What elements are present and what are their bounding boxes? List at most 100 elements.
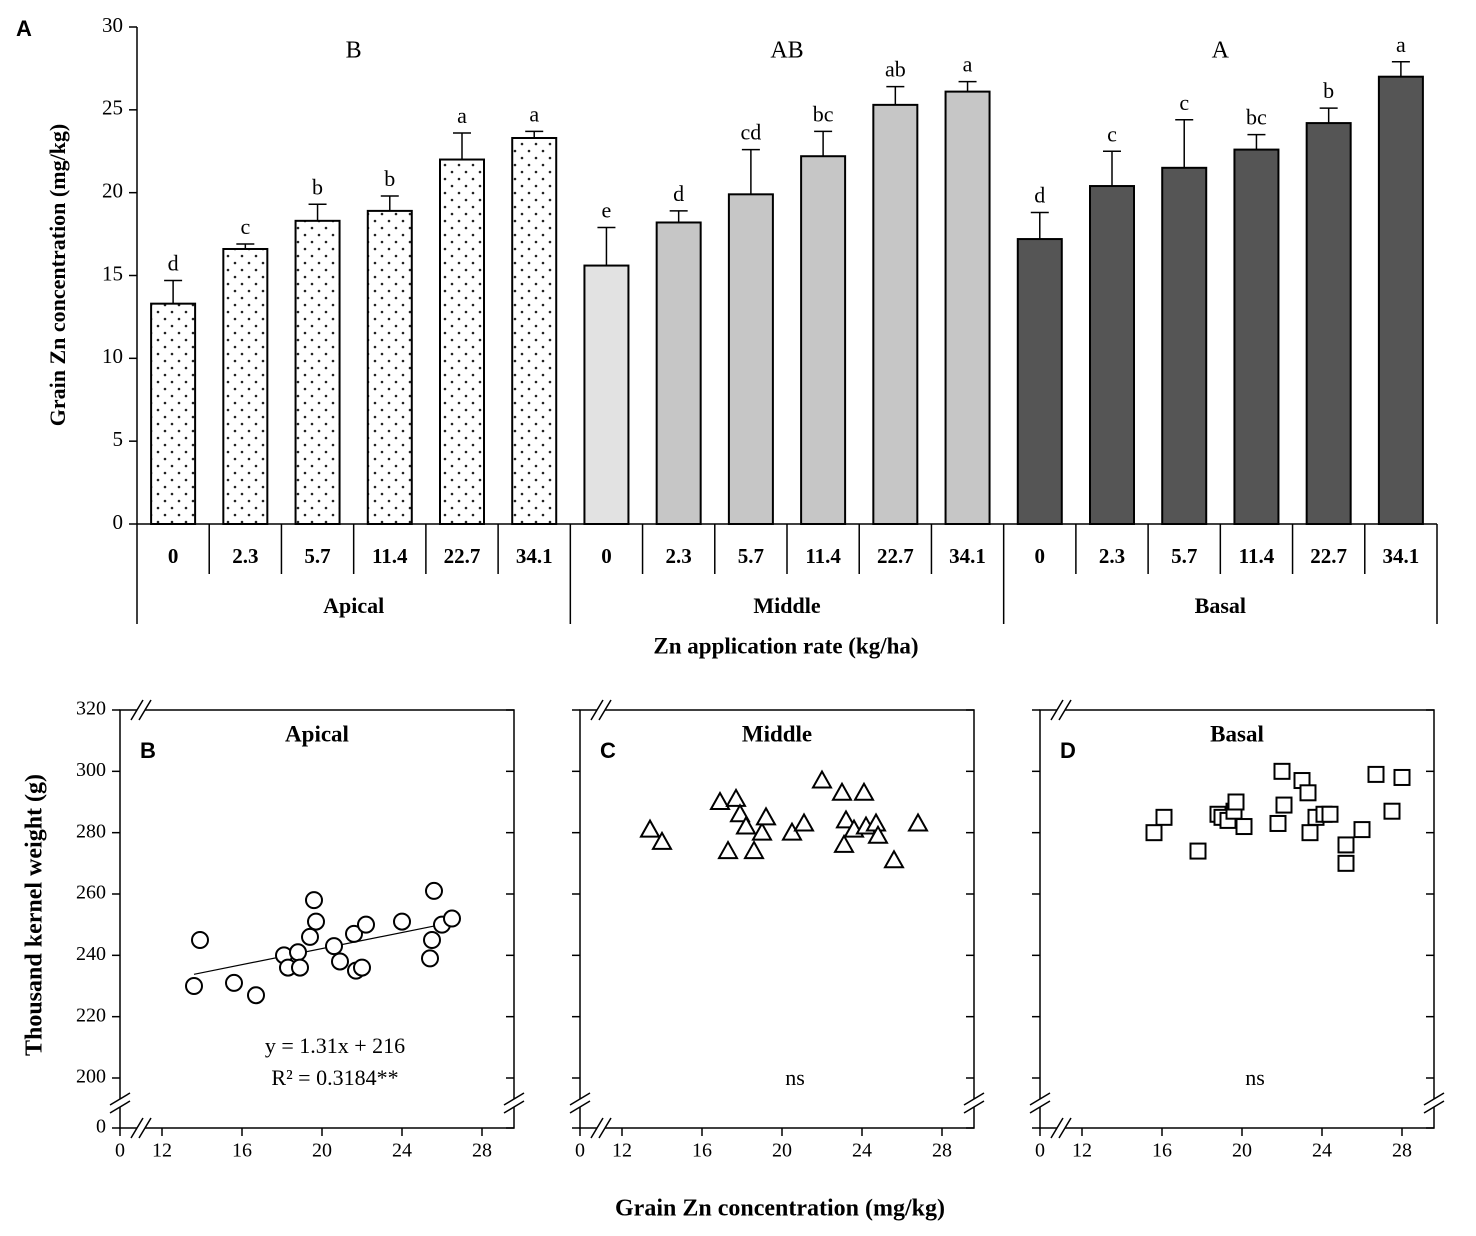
x-tick-label: 5.7: [304, 544, 330, 568]
significance-letter: b: [384, 166, 395, 191]
x-tick-label: 22.7: [1310, 544, 1347, 568]
bar: [294, 219, 341, 526]
marker: [751, 821, 773, 841]
axis-break: [503, 1100, 525, 1114]
bar: [366, 209, 413, 525]
marker: [729, 803, 751, 823]
axis-break-gap: [137, 1122, 145, 1134]
marker: [811, 769, 833, 789]
marker: [353, 958, 371, 977]
axis-break-gap: [1034, 1099, 1046, 1107]
marker: [357, 915, 375, 934]
significance-letter: cd: [741, 120, 762, 145]
axis-break-gap: [508, 1099, 520, 1107]
y-tick-label: 220: [76, 1004, 106, 1026]
marker: [291, 958, 309, 977]
significance-letter: b: [1323, 78, 1334, 103]
panel-title: Middle: [742, 721, 812, 746]
marker: [307, 912, 325, 931]
marker: [423, 931, 441, 949]
marker: [1353, 821, 1371, 839]
marker: [1269, 814, 1287, 832]
axis-break: [569, 1100, 591, 1114]
bar: [944, 90, 991, 526]
bar: [583, 264, 630, 525]
axis-break-gap: [114, 1099, 126, 1107]
panel-title: Basal: [1210, 721, 1264, 746]
marker: [1321, 805, 1339, 823]
marker: [225, 973, 243, 992]
x-tick-label: 16: [1152, 1140, 1172, 1162]
marker: [425, 881, 443, 900]
significance-letter: c: [1179, 90, 1189, 115]
x-tick-label: 5.7: [738, 544, 764, 568]
marker: [1145, 824, 1163, 842]
y-tick-label: 10: [102, 344, 123, 368]
x-tick-label: 28: [472, 1140, 492, 1162]
marker: [325, 937, 343, 956]
marker: [1367, 765, 1385, 783]
axis-break: [963, 1092, 985, 1106]
marker: [639, 818, 661, 838]
marker: [781, 821, 803, 841]
y-tick-label: 240: [76, 943, 106, 965]
y-tick-label: 0: [113, 510, 124, 534]
bar: [1089, 185, 1135, 525]
x-tick-label: 22.7: [877, 544, 914, 568]
axis-break: [1058, 1117, 1072, 1139]
x-tick-label: 11.4: [805, 544, 841, 568]
bar: [150, 302, 197, 525]
axis-break: [503, 1092, 525, 1106]
x-tick-label: 11.4: [372, 544, 408, 568]
marker: [831, 781, 853, 801]
x-tick-label: 22.7: [444, 544, 481, 568]
bar: [222, 247, 269, 525]
marker: [421, 949, 439, 968]
axis-break-gap: [1057, 704, 1065, 716]
x-tick-label: 0: [168, 544, 179, 568]
bar: [655, 221, 702, 525]
panel-label: B: [140, 738, 156, 763]
axis-break: [963, 1100, 985, 1114]
x-tick-label: 12: [612, 1140, 632, 1162]
bar: [439, 158, 485, 526]
x-tick-label: 20: [772, 1140, 792, 1162]
axis-break: [1029, 1092, 1051, 1106]
axis-break: [1423, 1100, 1445, 1114]
x-tick-label: 24: [852, 1140, 872, 1162]
marker: [1189, 842, 1207, 860]
marker: [709, 790, 731, 810]
x-tick-label: 0: [601, 544, 612, 568]
panel-label: A: [16, 16, 32, 41]
x-tick-label: 34.1: [1383, 544, 1420, 568]
y-tick-label: 300: [76, 759, 106, 781]
bar: [1305, 122, 1352, 525]
marker: [867, 824, 889, 844]
marker: [755, 806, 777, 826]
marker: [717, 840, 739, 860]
x-tick-label: 2.3: [232, 544, 258, 568]
marker: [393, 912, 411, 931]
x-tick-label: 5.7: [1171, 544, 1197, 568]
axis-break-gap: [597, 704, 605, 716]
marker: [191, 931, 209, 949]
marker: [725, 787, 747, 807]
axis-break-gap: [1428, 1099, 1440, 1107]
x-tick-label: 12: [152, 1140, 172, 1162]
bar: [1161, 166, 1208, 525]
y-tick-label: 20: [102, 178, 123, 202]
marker: [1227, 793, 1245, 811]
marker: [1155, 808, 1173, 826]
y-tick-label: 200: [76, 1066, 106, 1088]
axis-break: [1050, 699, 1064, 721]
marker: [1383, 802, 1401, 820]
x-tick-label: 16: [692, 1140, 712, 1162]
axis-break: [590, 699, 604, 721]
marker: [833, 833, 855, 853]
marker: [345, 924, 363, 943]
group-letter: B: [346, 38, 362, 64]
trendline: [193, 921, 453, 975]
marker: [883, 849, 905, 869]
x-axis-label: Grain Zn concentration (mg/kg): [615, 1196, 945, 1222]
plot-frame: [579, 709, 975, 1129]
